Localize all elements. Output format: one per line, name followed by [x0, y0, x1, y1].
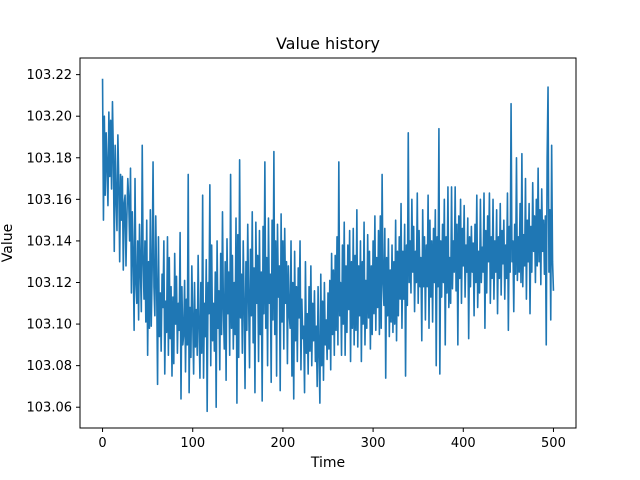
- x-tick-label: 200: [270, 436, 295, 451]
- chart-title: Value history: [276, 34, 380, 53]
- x-tick-label: 100: [180, 436, 205, 451]
- x-axis-label: Time: [310, 455, 345, 471]
- y-axis-label: Value: [0, 224, 16, 262]
- y-tick-label: 103.16: [27, 193, 73, 208]
- y-tick-label: 103.10: [27, 318, 73, 333]
- y-tick-label: 103.22: [27, 68, 73, 83]
- series-line: [101, 78, 555, 413]
- plot-area: [101, 78, 555, 413]
- y-axis-ticks: 103.06 103.08 103.10 103.12 103.14 103.16 103.…: [27, 68, 80, 416]
- x-axis-ticks: 0 100 200 300 400 500: [98, 428, 566, 451]
- y-tick-label: 103.14: [27, 234, 73, 249]
- y-tick-label: 103.18: [27, 151, 73, 166]
- y-tick-label: 103.20: [27, 110, 73, 125]
- x-tick-label: 0: [98, 436, 106, 451]
- y-tick-label: 103.08: [27, 359, 73, 374]
- x-tick-label: 500: [541, 436, 566, 451]
- axes-frame: [79, 57, 577, 429]
- x-tick-label: 400: [451, 436, 476, 451]
- x-tick-label: 300: [361, 436, 386, 451]
- y-tick-label: 103.06: [27, 401, 73, 416]
- y-tick-label: 103.12: [27, 276, 73, 291]
